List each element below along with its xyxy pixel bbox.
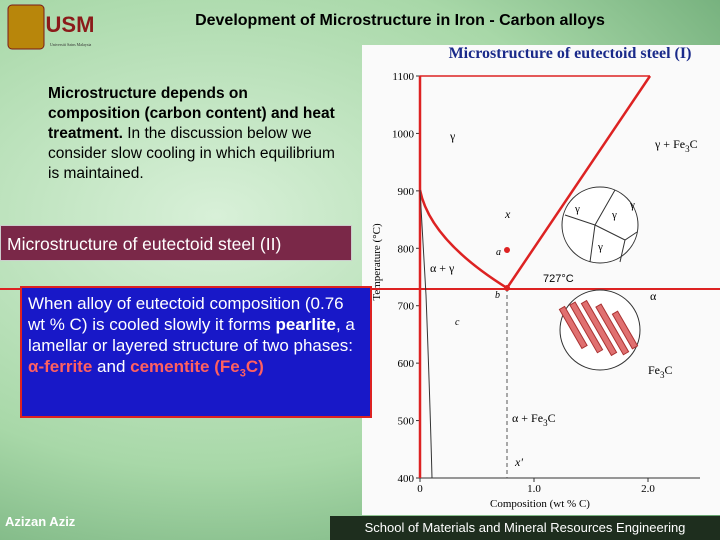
diagram-label: α — [650, 289, 657, 303]
label-part: 3 — [543, 418, 548, 428]
blue-box: When alloy of eutectoid composition (0.7… — [20, 286, 372, 418]
diagram-label: c — [455, 317, 460, 328]
point — [504, 285, 510, 291]
label-part: 3 — [685, 144, 690, 154]
pearlite-lamellae — [558, 299, 639, 357]
term: C) — [245, 357, 264, 376]
logo-crest — [7, 4, 45, 50]
logo-caption: Universiti Sains Malaysia — [50, 42, 92, 47]
text: , a lamellar or layered structure of two… — [28, 315, 355, 355]
diagram-label: b — [495, 290, 500, 301]
intro-bold: Microstructure depends on composition (c… — [48, 85, 335, 142]
grain-label: γ — [597, 241, 603, 253]
grain-label: γ — [611, 209, 617, 221]
y-tick-label: 800 — [398, 243, 415, 255]
subscript: 3 — [239, 367, 246, 380]
grain-boundaries — [564, 189, 638, 263]
y-axis-label: Temperature (°C) — [371, 223, 383, 301]
diagram-label: x — [504, 207, 511, 221]
figure-background — [362, 45, 720, 515]
diagram-label: γ + Fe3C — [654, 137, 698, 154]
y-tick-label: 1000 — [392, 128, 415, 140]
diagram-label: γ — [449, 129, 456, 143]
label-part: C — [665, 363, 673, 377]
x-tick-label: 1.0 — [527, 483, 541, 495]
label-part: 3 — [660, 370, 665, 380]
y-tick-label: 900 — [398, 186, 415, 198]
diagram-label: 727°C — [543, 273, 574, 285]
y-tick-label: 500 — [398, 416, 415, 428]
grain-label: γ — [629, 199, 635, 211]
label-part: γ + Fe — [654, 137, 685, 151]
author: Azizan Aziz — [5, 514, 76, 529]
label-part: C — [548, 411, 556, 425]
text: and — [92, 357, 131, 376]
intro-text: In the discussion below we consider slow… — [48, 125, 335, 182]
figure-title: Microstructure of eutectoid steel (I) — [449, 45, 692, 62]
title: Development of Microstructure in Iron - … — [195, 12, 605, 29]
label-part: C — [690, 137, 698, 151]
diagram-label: a — [496, 247, 501, 258]
school: School of Materials and Mineral Resource… — [330, 516, 720, 540]
diagram-label: Fe3C — [648, 363, 673, 380]
grain-circle — [561, 186, 639, 264]
logo: USM — [46, 12, 95, 37]
term: cementite (Fe — [130, 357, 240, 376]
y-tick-label: 1100 — [392, 71, 414, 83]
diagram-label: x' — [514, 455, 523, 469]
alpha-boundary — [419, 189, 433, 479]
term: pearlite — [275, 315, 336, 334]
term: α-ferrite — [28, 357, 93, 376]
gamma-boundary — [418, 189, 508, 290]
text: When alloy of eutectoid composition (0.7… — [28, 294, 344, 334]
y-tick-label: 600 — [398, 358, 415, 370]
y-tick-label: 700 — [398, 301, 415, 313]
intro: Microstructure depends on composition (c… — [48, 84, 338, 184]
x-axis-label: Composition (wt % C) — [490, 498, 590, 510]
label-part: α + Fe — [512, 411, 543, 425]
acm-line — [505, 75, 652, 289]
diagram-label: α + Fe3C — [512, 411, 556, 428]
point — [504, 247, 510, 253]
grain-label: γ — [574, 203, 580, 215]
label-part: Fe — [648, 363, 660, 377]
x-tick-label: 0 — [417, 483, 423, 495]
y-tick-label: 400 — [398, 473, 415, 485]
diagram-label: α + γ — [430, 261, 455, 275]
section-banner: Microstructure of eutectoid steel (II) — [0, 225, 352, 261]
x-tick-label: 2.0 — [641, 483, 655, 495]
